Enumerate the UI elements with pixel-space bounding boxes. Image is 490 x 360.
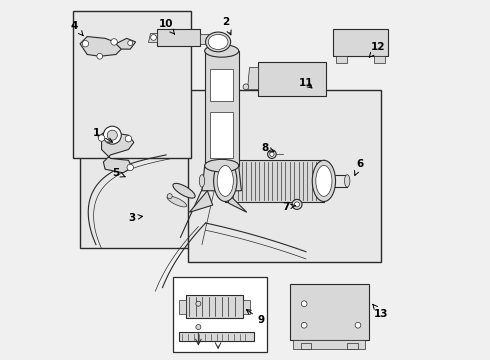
Bar xyxy=(243,300,250,315)
Polygon shape xyxy=(148,33,157,42)
Polygon shape xyxy=(116,39,136,49)
Bar xyxy=(290,284,368,339)
Polygon shape xyxy=(374,56,385,63)
Circle shape xyxy=(103,126,122,144)
Bar xyxy=(179,300,186,315)
Polygon shape xyxy=(200,34,209,44)
Ellipse shape xyxy=(173,183,195,198)
Text: 11: 11 xyxy=(299,78,313,88)
Text: 13: 13 xyxy=(373,304,389,319)
Circle shape xyxy=(107,130,117,140)
Bar xyxy=(210,69,233,101)
Circle shape xyxy=(151,35,156,40)
Circle shape xyxy=(82,41,89,47)
Circle shape xyxy=(196,301,201,306)
Polygon shape xyxy=(202,166,242,191)
Text: 8: 8 xyxy=(261,143,274,153)
Bar xyxy=(179,332,254,341)
Text: 10: 10 xyxy=(159,19,174,34)
Bar xyxy=(225,160,324,202)
Circle shape xyxy=(243,84,249,90)
Ellipse shape xyxy=(199,175,205,187)
Ellipse shape xyxy=(344,175,350,187)
Bar xyxy=(80,94,198,248)
Polygon shape xyxy=(80,37,122,56)
Circle shape xyxy=(98,135,105,141)
Circle shape xyxy=(196,324,201,329)
Bar xyxy=(157,30,200,45)
Polygon shape xyxy=(337,56,347,63)
Polygon shape xyxy=(247,67,258,89)
Text: 1: 1 xyxy=(93,129,113,142)
Circle shape xyxy=(111,39,117,45)
Text: 4: 4 xyxy=(71,21,83,36)
Bar xyxy=(173,277,267,352)
Text: 9: 9 xyxy=(246,310,265,325)
Bar xyxy=(294,339,365,348)
Bar xyxy=(300,343,311,348)
Ellipse shape xyxy=(167,196,187,207)
Circle shape xyxy=(97,53,102,59)
Circle shape xyxy=(301,301,307,307)
Text: 3: 3 xyxy=(128,213,143,222)
Bar xyxy=(347,343,358,348)
Polygon shape xyxy=(98,132,134,173)
Bar xyxy=(258,62,326,96)
Circle shape xyxy=(127,164,133,171)
Circle shape xyxy=(128,41,133,45)
Ellipse shape xyxy=(217,166,233,196)
Text: 2: 2 xyxy=(221,17,231,35)
Circle shape xyxy=(167,194,172,199)
Ellipse shape xyxy=(205,45,239,57)
Ellipse shape xyxy=(312,160,336,202)
Bar xyxy=(205,51,239,166)
Circle shape xyxy=(270,152,274,156)
Text: 12: 12 xyxy=(369,42,385,58)
Bar xyxy=(73,12,191,158)
Ellipse shape xyxy=(205,159,239,172)
Bar xyxy=(333,30,389,56)
Polygon shape xyxy=(225,191,247,212)
Circle shape xyxy=(301,322,307,328)
Circle shape xyxy=(268,150,276,158)
Circle shape xyxy=(294,202,299,207)
Text: 5: 5 xyxy=(112,168,125,178)
Bar xyxy=(210,112,233,158)
Bar xyxy=(186,295,243,318)
Ellipse shape xyxy=(316,166,332,196)
Ellipse shape xyxy=(205,32,231,52)
Bar xyxy=(188,90,381,262)
Circle shape xyxy=(292,199,302,210)
Circle shape xyxy=(125,135,132,142)
Circle shape xyxy=(355,322,361,328)
Ellipse shape xyxy=(214,160,237,202)
Text: 7: 7 xyxy=(283,202,295,212)
Ellipse shape xyxy=(208,35,228,49)
Polygon shape xyxy=(190,191,213,212)
Text: 6: 6 xyxy=(354,159,364,175)
